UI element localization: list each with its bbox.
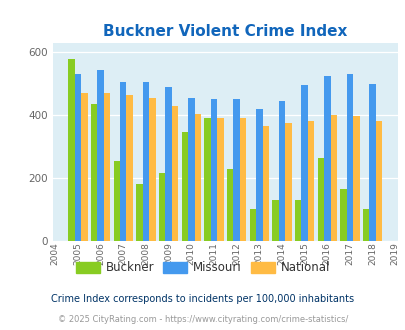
Bar <box>113 161 120 241</box>
Bar <box>171 106 178 241</box>
Bar <box>294 200 301 241</box>
Bar <box>352 116 359 241</box>
Bar <box>97 70 104 241</box>
Text: © 2025 CityRating.com - https://www.cityrating.com/crime-statistics/: © 2025 CityRating.com - https://www.city… <box>58 315 347 324</box>
Bar <box>301 85 307 241</box>
Bar <box>346 74 352 241</box>
Bar <box>120 82 126 241</box>
Bar <box>188 98 194 241</box>
Text: Crime Index corresponds to incidents per 100,000 inhabitants: Crime Index corresponds to incidents per… <box>51 294 354 304</box>
Bar <box>204 118 210 241</box>
Bar <box>323 76 330 241</box>
Bar <box>272 200 278 241</box>
Bar <box>278 101 284 241</box>
Bar <box>362 210 369 241</box>
Bar <box>340 189 346 241</box>
Bar <box>104 93 110 241</box>
Bar <box>330 115 336 241</box>
Bar <box>136 184 143 241</box>
Bar <box>262 126 268 241</box>
Bar <box>194 114 200 241</box>
Bar <box>226 169 233 241</box>
Bar <box>317 158 323 241</box>
Bar <box>217 118 223 241</box>
Bar <box>375 120 381 241</box>
Bar <box>233 99 239 241</box>
Title: Buckner Violent Crime Index: Buckner Violent Crime Index <box>103 24 347 39</box>
Bar <box>68 59 75 241</box>
Bar <box>369 84 375 241</box>
Bar <box>165 87 171 241</box>
Bar <box>91 104 97 241</box>
Bar <box>181 132 188 241</box>
Bar <box>210 99 217 241</box>
Bar <box>159 173 165 241</box>
Bar <box>81 93 87 241</box>
Bar <box>307 120 313 241</box>
Bar <box>239 118 245 241</box>
Bar <box>149 98 155 241</box>
Bar <box>249 210 256 241</box>
Bar <box>284 123 291 241</box>
Bar <box>256 109 262 241</box>
Bar <box>75 74 81 241</box>
Bar <box>143 82 149 241</box>
Bar <box>126 95 132 241</box>
Legend: Buckner, Missouri, National: Buckner, Missouri, National <box>71 257 334 279</box>
